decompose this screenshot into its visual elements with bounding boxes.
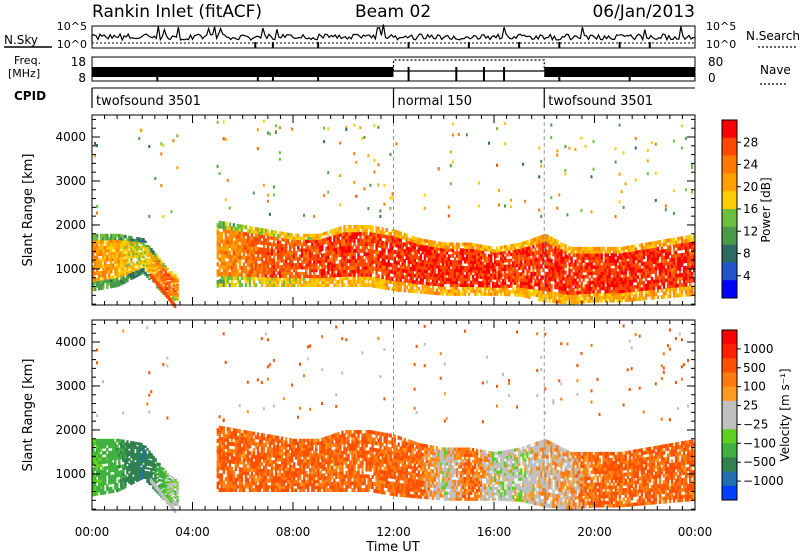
- velocity-ytick-label: 1000: [55, 467, 86, 481]
- date-title: 06/Jan/2013: [592, 2, 695, 22]
- colorbar-tick-label: 24: [743, 158, 758, 172]
- velocity-ytick-label: 2000: [55, 423, 86, 437]
- power-echoes: [92, 119, 696, 309]
- colorbar-swatch: [722, 429, 737, 444]
- nave-tick-low: 0: [708, 71, 716, 85]
- nsky-tick-high: 10^5: [57, 20, 87, 33]
- power-ytick-label: 2000: [55, 218, 86, 232]
- colorbar-swatch: [722, 280, 737, 299]
- power-ylabel: Slant Range [km]: [21, 154, 36, 267]
- velocity-cbar-label: Velocity [m s⁻¹]: [778, 368, 792, 461]
- station-title: Rankin Inlet (fitACF): [92, 2, 262, 22]
- colorbar-tick-label: 4: [743, 269, 751, 283]
- cpid-segment-label: twofsound 3501: [548, 94, 653, 109]
- colorbar-tick-label: 25: [743, 399, 758, 413]
- velocity-ytick-label: 4000: [55, 335, 86, 349]
- colorbar-swatch: [722, 358, 737, 373]
- colorbar-tick-label: 12: [743, 224, 758, 238]
- power-cbar-label: Power [dB]: [759, 177, 773, 242]
- power-ytick-label: 4000: [55, 130, 86, 144]
- velocity-colorbar: 1000 500 100 25 −25 −100 −500 −1000: [721, 329, 784, 501]
- colorbar-swatch: [722, 226, 737, 245]
- power-panel: 1000 2000 3000 4000: [55, 114, 696, 309]
- velocity-ytick-label: 3000: [55, 379, 86, 393]
- colorbar-swatch: [722, 443, 737, 458]
- velocity-panel: 1000 2000 3000 4000: [55, 319, 696, 514]
- colorbar-swatch: [722, 173, 737, 192]
- nave-tick-high: 80: [708, 55, 723, 69]
- x-tick-label: 20:00: [577, 525, 612, 539]
- nsearch-tick-low: 10^0: [706, 38, 736, 51]
- x-tick-label: 08:00: [276, 525, 311, 539]
- velocity-y-ticks: 1000 2000 3000 4000: [55, 323, 695, 510]
- x-tick-label: 16:00: [477, 525, 512, 539]
- velocity-ylabel: Slant Range [km]: [21, 359, 36, 472]
- colorbar-tick-label: 16: [743, 202, 758, 216]
- colorbar-swatch: [722, 120, 737, 139]
- x-tick-label: 00:00: [678, 525, 713, 539]
- colorbar-tick-label: −500: [743, 455, 776, 469]
- colorbar-swatch: [722, 344, 737, 359]
- freq-trace: [92, 59, 695, 81]
- power-colorbar: 28 24 20 16 12 8 4: [721, 119, 758, 299]
- freq-label-1: Freq.: [14, 54, 41, 67]
- colorbar-tick-label: 20: [743, 180, 758, 194]
- nsky-trace: [91, 24, 696, 48]
- colorbar-swatch: [722, 372, 737, 387]
- power-y-ticks: 1000 2000 3000 4000: [55, 118, 695, 305]
- power-ytick-label: 1000: [55, 262, 86, 276]
- colorbar-swatch: [722, 191, 737, 210]
- cpid-segment-label: normal 150: [398, 94, 473, 109]
- colorbar-tick-label: −100: [743, 436, 776, 450]
- colorbar-tick-label: 100: [743, 380, 766, 394]
- colorbar-swatch: [722, 209, 737, 228]
- colorbar-swatch: [722, 386, 737, 402]
- power-ytick-label: 3000: [55, 174, 86, 188]
- nsearch-label: N.Search: [746, 29, 800, 43]
- nsearch-tick-high: 10^5: [706, 20, 736, 33]
- velocity-echoes: [92, 324, 696, 514]
- x-tick-label: 04:00: [175, 525, 210, 539]
- colorbar-swatch: [722, 330, 737, 345]
- x-tick-label: 12:00: [376, 525, 411, 539]
- x-tick-labels: 00:00 04:00 08:00 12:00 16:00 20:00 00:00: [75, 525, 713, 539]
- cpid-segment-label: twofsound 3501: [96, 94, 201, 109]
- freq-label-2: [MHz]: [8, 67, 40, 80]
- x-axis-label: Time UT: [365, 540, 419, 554]
- colorbar-tick-label: 1000: [743, 342, 774, 356]
- x-tick-label: 00:00: [75, 525, 110, 539]
- nsky-tick-low: 10^0: [57, 38, 87, 51]
- freq-tick-high: 18: [71, 55, 86, 69]
- colorbar-swatch: [722, 155, 737, 174]
- beam-title: Beam 02: [355, 2, 431, 22]
- colorbar-swatch: [722, 485, 737, 501]
- colorbar-swatch: [722, 415, 737, 430]
- colorbar-tick-label: −1000: [743, 474, 784, 488]
- colorbar-swatch: [722, 244, 737, 263]
- colorbar-swatch: [722, 137, 737, 156]
- colorbar-swatch: [722, 262, 737, 281]
- cpid-row: twofsound 3501 normal 150 twofsound 3501: [91, 87, 695, 109]
- nave-label: Nave: [760, 63, 791, 77]
- nsky-label: N.Sky: [4, 33, 38, 47]
- colorbar-tick-label: −25: [743, 417, 768, 431]
- cpid-label: CPID: [14, 89, 46, 103]
- colorbar-swatch: [722, 457, 737, 472]
- colorbar-swatch: [722, 400, 737, 416]
- colorbar-tick-label: 8: [743, 247, 751, 261]
- colorbar-tick-label: 28: [743, 135, 758, 149]
- freq-tick-low: 8: [78, 71, 86, 85]
- colorbar-tick-label: 500: [743, 361, 766, 375]
- colorbar-swatch: [722, 471, 737, 487]
